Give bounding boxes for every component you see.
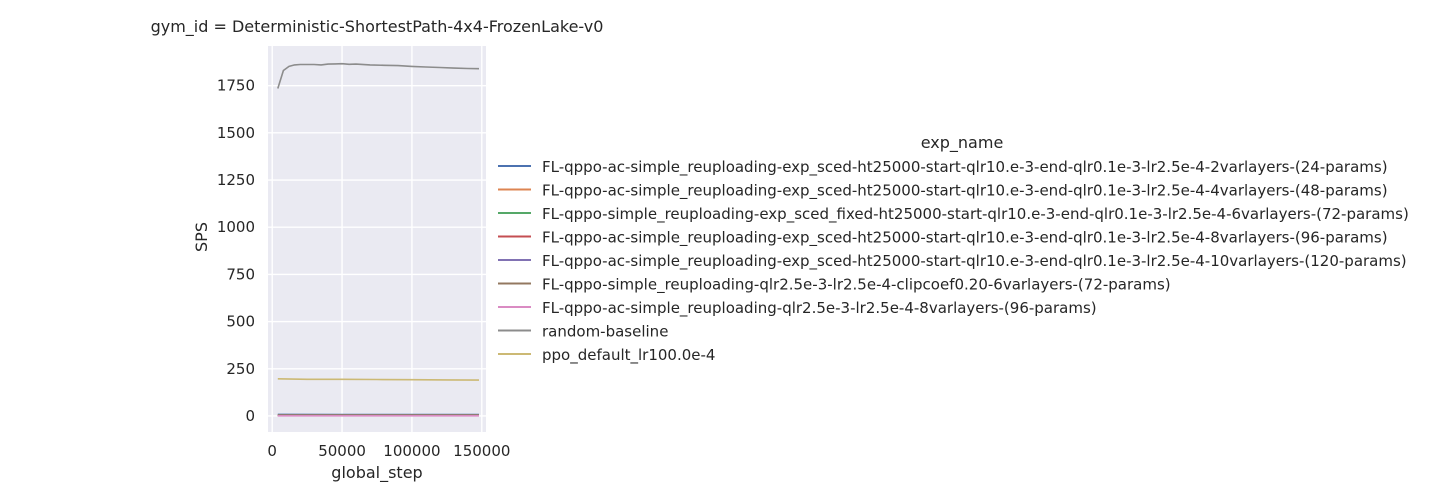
legend-entry-2: FL-qppo-simple_reuploading-exp_sced_fixe… — [542, 205, 1409, 224]
y-tick-label-6: 1500 — [217, 124, 255, 142]
y-tick-label-7: 1750 — [217, 77, 255, 95]
y-axis-label: SPS — [192, 222, 211, 252]
legend-entry-6: FL-qppo-ac-simple_reuploading-qlr2.5e-3-… — [542, 299, 1097, 318]
legend-entry-1: FL-qppo-ac-simple_reuploading-exp_sced-h… — [542, 182, 1388, 201]
legend-entry-5: FL-qppo-simple_reuploading-qlr2.5e-3-lr2… — [542, 276, 1171, 295]
legend-entry-4: FL-qppo-ac-simple_reuploading-exp_sced-h… — [542, 252, 1407, 271]
series-line-8 — [277, 378, 480, 381]
y-tick-label-1: 250 — [226, 360, 255, 378]
x-axis-label: global_step — [331, 463, 422, 483]
x-tick-label-1: 50000 — [318, 442, 366, 460]
plot-area: 0 250 500 750 1000 1250 1500 1750 0 50000 100000 15… — [217, 46, 510, 460]
legend: exp_name FL-qppo-ac-simple_reuploading-e… — [498, 133, 1409, 365]
x-tick-label-0: 0 — [267, 442, 277, 460]
x-tick-label-3: 150000 — [453, 442, 510, 460]
y-tick-label-0: 0 — [245, 407, 255, 425]
series-line-7 — [277, 62, 480, 89]
legend-entry-8: ppo_default_lr100.0e-4 — [542, 346, 715, 365]
y-tick-label-5: 1250 — [217, 171, 255, 189]
legend-title: exp_name — [921, 133, 1004, 153]
legend-entry-0: FL-qppo-ac-simple_reuploading-exp_sced-h… — [542, 158, 1388, 177]
chart-title: gym_id = Deterministic-ShortestPath-4x4-… — [151, 17, 604, 37]
legend-entry-7: random-baseline — [542, 323, 668, 341]
legend-entry-3: FL-qppo-ac-simple_reuploading-exp_sced-h… — [542, 229, 1388, 248]
y-tick-label-2: 500 — [226, 313, 255, 331]
y-tick-label-4: 1000 — [217, 218, 255, 236]
axes-background — [268, 46, 486, 432]
y-tick-label-3: 750 — [226, 265, 255, 283]
x-tick-label-2: 100000 — [383, 442, 440, 460]
